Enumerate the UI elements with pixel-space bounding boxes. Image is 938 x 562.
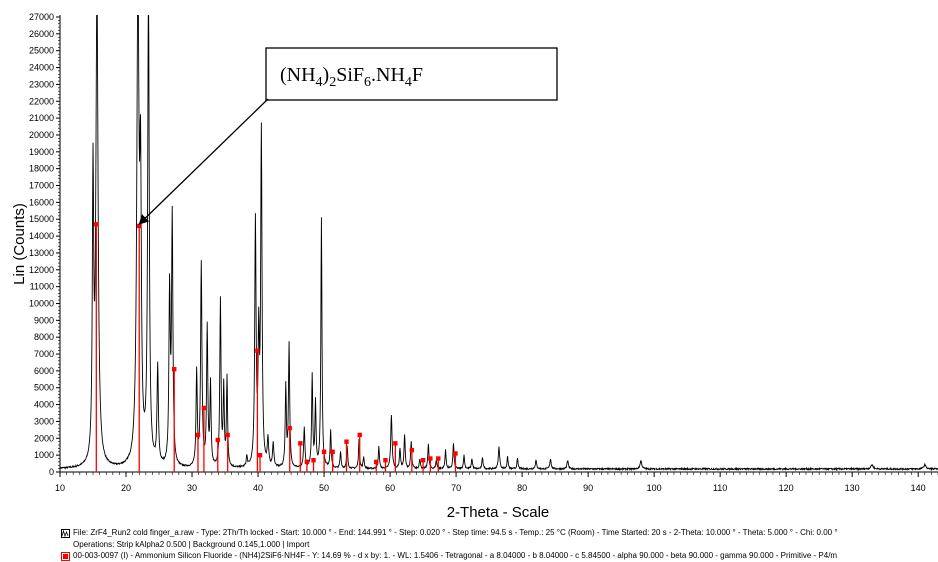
reference-marker [311, 458, 316, 463]
x-tick-label: 140 [911, 483, 926, 493]
y-tick-label: 12000 [29, 265, 54, 275]
x-tick-label: 40 [253, 483, 263, 493]
x-tick-label: 80 [517, 483, 527, 493]
reference-marker [330, 449, 335, 454]
measured-pattern-line [60, 15, 938, 472]
reference-marker [287, 425, 292, 431]
reference-marker [215, 437, 220, 443]
reference-marker [172, 367, 177, 372]
reference-marker [195, 432, 201, 438]
legend-file-info: File: ZrF4_Run2 cold finger_a.raw - Type… [73, 528, 838, 537]
x-tick-label: 130 [845, 483, 860, 493]
y-tick-label: 4000 [34, 400, 54, 410]
y-tick-label: 13000 [29, 248, 54, 258]
reference-marker [428, 456, 433, 461]
callout-box [265, 47, 558, 101]
reference-marker [383, 458, 388, 463]
reference-marker [255, 348, 260, 353]
reference-marker [393, 441, 398, 446]
reference-marker [137, 223, 142, 229]
reference-marker [453, 451, 458, 456]
legend-operations: Operations: Strip kAlpha2 0.500 | Backgr… [73, 540, 310, 549]
x-tick-label: 20 [121, 483, 131, 493]
x-tick-label: 100 [647, 483, 662, 493]
x-tick-label: 60 [385, 483, 395, 493]
x-tick-label: 110 [713, 483, 727, 493]
x-axis-label: 2-Theta - Scale [447, 504, 550, 521]
legend-reference-pattern: 00-003-0097 (I) - Ammonium Silicon Fluor… [73, 551, 838, 560]
reference-marker [409, 447, 415, 453]
y-tick-label: 0 [49, 467, 54, 477]
y-tick-label: 3000 [34, 416, 54, 426]
reference-marker [436, 456, 441, 461]
reference-pattern-icon [61, 552, 70, 561]
reference-marker [257, 452, 263, 458]
y-tick-label: 7000 [34, 349, 54, 359]
x-tick-label: 90 [583, 483, 593, 493]
y-tick-label: 9000 [34, 315, 54, 325]
x-tick-label: 120 [779, 483, 794, 493]
callout-label: (NH4)2SiF6.NH4F [280, 64, 423, 90]
x-tick-label: 30 [187, 483, 197, 493]
y-tick-label: 21000 [29, 113, 54, 123]
plot-area: 0 1000 2000 3000 4000 5000 6000 7000 8000 9000 100… [29, 12, 938, 493]
y-tick-label: 20000 [29, 130, 54, 140]
reference-marker [298, 441, 303, 446]
y-tick-label: 23000 [29, 79, 54, 89]
y-tick-label: 14000 [29, 231, 54, 241]
y-tick-label: 2000 [34, 433, 54, 443]
reference-marker [94, 222, 99, 227]
reference-marker [321, 449, 327, 454]
callout-arrow [138, 98, 269, 225]
reference-marker [357, 432, 362, 438]
compound-callout: (NH4)2SiF6.NH4F [138, 47, 558, 225]
y-tick-label: 19000 [29, 147, 54, 157]
reference-marker [225, 432, 230, 438]
y-tick-label: 15000 [29, 214, 54, 224]
y-tick-label: 11000 [30, 282, 54, 292]
reference-marker [344, 439, 349, 444]
y-tick-label: 22000 [29, 96, 54, 106]
reference-marker [374, 459, 379, 465]
y-tick-label: 25000 [29, 46, 54, 56]
raw-file-icon [61, 529, 70, 538]
y-axis-label: Lin (Counts) [11, 203, 28, 285]
y-tick-label: 5000 [34, 383, 54, 393]
reference-marker [304, 459, 310, 465]
reference-marker [201, 405, 207, 411]
y-tick-label: 10000 [29, 298, 54, 308]
y-tick-label: 8000 [34, 332, 54, 342]
y-tick-label: 26000 [29, 29, 54, 39]
x-tick-label: 50 [319, 483, 329, 493]
y-tick-label: 1000 [34, 450, 54, 460]
x-tick-label: 10 [55, 483, 65, 493]
y-tick-label: 24000 [29, 63, 54, 73]
y-tick-label: 17000 [29, 181, 54, 191]
y-tick-label: 16000 [29, 197, 54, 207]
x-tick-label: 70 [451, 483, 461, 493]
y-tick-label: 27000 [29, 12, 54, 22]
y-tick-label: 6000 [34, 366, 54, 376]
y-tick-label: 18000 [29, 164, 54, 174]
reference-marker [420, 458, 426, 463]
